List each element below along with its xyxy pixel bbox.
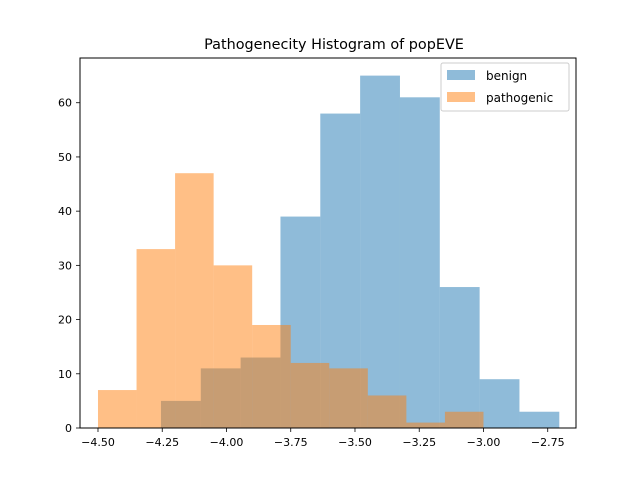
bar-pathogenic-0 <box>97 390 137 428</box>
y-tick-label: 40 <box>58 205 72 218</box>
bar-pathogenic-5 <box>290 362 330 428</box>
chart-title: Pathogenecity Histogram of popEVE <box>204 37 464 53</box>
bar-pathogenic-6 <box>329 368 368 428</box>
legend: benign pathogenic <box>440 62 570 112</box>
x-tick-label: −3.75 <box>274 436 308 449</box>
bar-benign-6 <box>399 97 440 429</box>
legend-swatch-benign <box>447 70 475 80</box>
y-tick-label: 20 <box>58 314 72 327</box>
bar-pathogenic-8 <box>406 422 445 428</box>
x-tick-label: −4.00 <box>210 436 244 449</box>
x-tick-label: −3.00 <box>467 436 501 449</box>
y-axis: 0 10 20 30 40 50 60 <box>58 97 80 435</box>
x-tick-label: −3.50 <box>338 436 372 449</box>
bars-layer <box>97 75 560 429</box>
y-tick-label: 10 <box>58 368 72 381</box>
x-tick-label: −2.75 <box>531 436 565 449</box>
bar-pathogenic-7 <box>367 395 407 428</box>
y-tick-label: 30 <box>58 259 72 272</box>
x-tick-label: −4.25 <box>145 436 179 449</box>
plot-frame <box>79 57 577 429</box>
bar-benign-9 <box>519 411 560 428</box>
y-tick-label: 60 <box>58 97 72 110</box>
x-tick-label: −4.50 <box>81 436 115 449</box>
bar-pathogenic-1 <box>136 249 176 428</box>
x-tick-label: −3.25 <box>402 436 436 449</box>
bar-benign-8 <box>479 379 520 428</box>
y-tick-label: 0 <box>65 422 72 435</box>
legend-label-benign: benign <box>486 69 527 83</box>
bar-benign-7 <box>439 287 480 428</box>
x-axis: −4.50 −4.25 −4.00 −3.75 −3.50 −3.25 −3.00 −2.75 <box>81 428 565 449</box>
bar-pathogenic-3 <box>213 265 253 428</box>
legend-swatch-pathogenic <box>447 92 475 102</box>
bar-pathogenic-9 <box>444 411 484 428</box>
legend-label-pathogenic: pathogenic <box>486 91 553 105</box>
y-tick-label: 50 <box>58 151 72 164</box>
bar-pathogenic-2 <box>175 173 214 428</box>
bar-pathogenic-4 <box>252 324 291 428</box>
